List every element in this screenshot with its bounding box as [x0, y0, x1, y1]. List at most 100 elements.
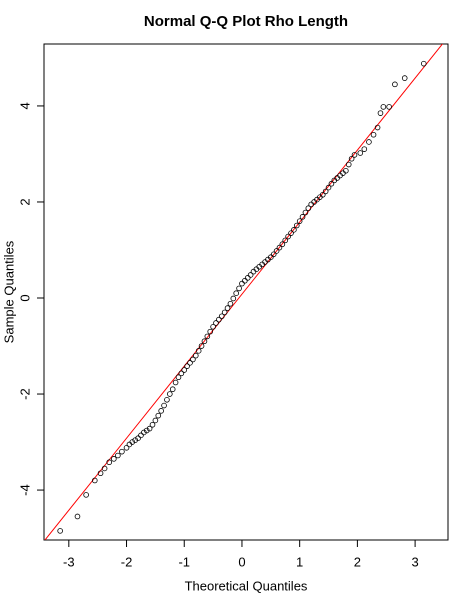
point	[184, 363, 190, 369]
point	[161, 402, 167, 409]
point	[299, 214, 306, 220]
point	[357, 150, 364, 156]
point	[348, 155, 355, 162]
point	[152, 417, 159, 424]
point	[370, 131, 377, 138]
point	[230, 295, 237, 302]
point	[345, 161, 352, 168]
point	[218, 313, 225, 320]
point	[328, 180, 335, 187]
point	[123, 445, 130, 451]
y-tick-label: 4	[17, 102, 32, 109]
plot-area	[44, 44, 444, 540]
point	[172, 379, 179, 386]
point	[325, 184, 332, 191]
x-tick-label: -3	[63, 554, 75, 569]
x-tick-label: 2	[354, 554, 361, 569]
point	[242, 277, 248, 284]
point	[319, 191, 326, 198]
point	[207, 328, 214, 335]
point	[285, 233, 291, 240]
point	[221, 309, 228, 316]
point	[204, 333, 211, 340]
point	[236, 285, 242, 292]
point	[141, 429, 147, 436]
point	[361, 146, 368, 152]
point	[97, 470, 104, 477]
point	[83, 492, 89, 498]
point	[195, 348, 202, 354]
point	[244, 275, 251, 281]
point	[115, 452, 121, 459]
point	[305, 205, 312, 212]
point	[377, 110, 384, 116]
point	[233, 290, 239, 297]
point	[198, 343, 205, 349]
point	[149, 421, 156, 428]
point	[178, 370, 185, 377]
plot-frame	[43, 43, 449, 541]
point	[101, 465, 108, 472]
point	[74, 513, 81, 520]
point	[138, 432, 144, 439]
point	[322, 188, 329, 195]
point	[175, 374, 182, 381]
point	[190, 356, 196, 363]
point	[276, 244, 283, 251]
y-tick-label: -4	[17, 484, 32, 496]
point	[247, 272, 254, 278]
y-tick-label: -2	[17, 388, 32, 400]
point	[164, 396, 170, 403]
point	[167, 391, 173, 397]
point	[293, 222, 300, 229]
point	[169, 386, 176, 393]
point	[288, 230, 294, 236]
point	[135, 435, 141, 442]
point	[143, 427, 150, 434]
x-tick-label: 3	[411, 554, 418, 569]
point	[270, 251, 277, 258]
point	[192, 352, 199, 359]
point	[111, 456, 117, 462]
point	[129, 439, 136, 445]
x-tick-label: -1	[178, 554, 190, 569]
point	[224, 305, 231, 311]
point	[181, 367, 188, 373]
point	[279, 241, 286, 248]
point	[291, 227, 297, 233]
chart-title: Normal Q-Q Plot Rho Length	[144, 13, 348, 30]
point	[374, 124, 381, 131]
point	[268, 254, 274, 260]
y-axis-label: Sample Quantiles	[1, 240, 16, 343]
point	[401, 75, 408, 81]
point	[57, 528, 63, 534]
point	[158, 408, 164, 414]
point	[227, 300, 234, 307]
point	[386, 104, 392, 110]
point	[132, 437, 138, 443]
y-tick-label: 0	[17, 294, 32, 301]
point	[146, 425, 153, 432]
point	[216, 316, 222, 323]
x-tick-label: -2	[121, 554, 133, 569]
point	[119, 448, 125, 455]
y-tick-label: 2	[17, 198, 32, 205]
point	[392, 81, 398, 88]
point	[343, 167, 349, 174]
point	[351, 152, 358, 158]
point	[201, 338, 208, 345]
point	[366, 139, 372, 145]
point	[187, 360, 193, 366]
x-axis-label: Theoretical Quantiles	[185, 578, 308, 593]
point	[91, 477, 98, 484]
point	[273, 248, 280, 254]
point	[210, 324, 216, 330]
point	[420, 60, 427, 67]
point	[155, 412, 162, 419]
reference-line	[44, 44, 444, 540]
point	[239, 280, 245, 287]
point	[213, 320, 219, 326]
point	[302, 209, 309, 216]
